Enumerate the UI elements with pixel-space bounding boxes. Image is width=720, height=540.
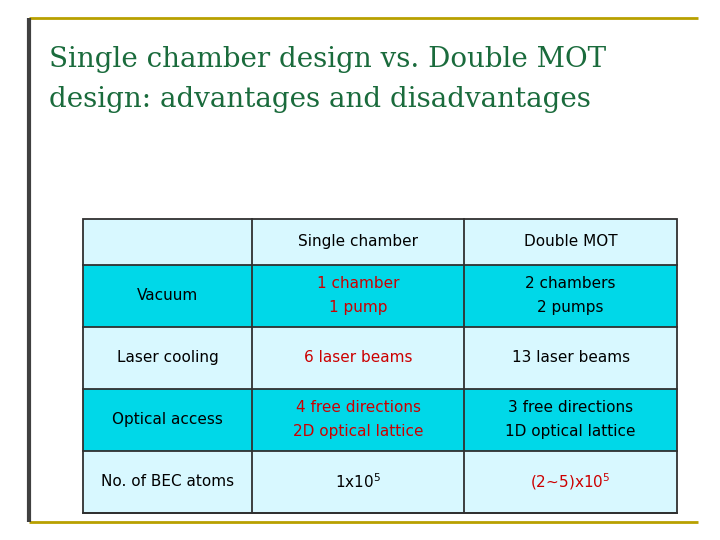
Text: 4 free directions: 4 free directions: [296, 401, 420, 415]
Text: 2 chambers: 2 chambers: [526, 276, 616, 291]
Text: Double MOT: Double MOT: [523, 234, 618, 249]
Text: 1D optical lattice: 1D optical lattice: [505, 424, 636, 439]
Text: 2 pumps: 2 pumps: [537, 300, 604, 315]
Text: (2∼5)x10$^5$: (2∼5)x10$^5$: [531, 471, 611, 492]
Bar: [83, 327, 677, 389]
Text: Laser cooling: Laser cooling: [117, 350, 218, 365]
Text: 1 pump: 1 pump: [329, 300, 387, 315]
Text: design: advantages and disadvantages: design: advantages and disadvantages: [49, 86, 591, 113]
Text: 2D optical lattice: 2D optical lattice: [293, 424, 423, 439]
Text: Vacuum: Vacuum: [137, 288, 198, 303]
Text: Single chamber design vs. Double MOT: Single chamber design vs. Double MOT: [49, 46, 606, 73]
Text: 3 free directions: 3 free directions: [508, 401, 633, 415]
Bar: [83, 451, 677, 513]
Bar: [83, 219, 677, 513]
Text: 13 laser beams: 13 laser beams: [511, 350, 630, 365]
Text: No. of BEC atoms: No. of BEC atoms: [101, 475, 234, 489]
Text: Optical access: Optical access: [112, 413, 222, 427]
Text: Single chamber: Single chamber: [298, 234, 418, 249]
Bar: [83, 265, 677, 327]
Text: 1x10$^5$: 1x10$^5$: [336, 472, 381, 491]
Bar: [83, 389, 677, 451]
Bar: [83, 219, 677, 265]
Text: 1 chamber: 1 chamber: [317, 276, 400, 291]
Text: 6 laser beams: 6 laser beams: [304, 350, 413, 365]
